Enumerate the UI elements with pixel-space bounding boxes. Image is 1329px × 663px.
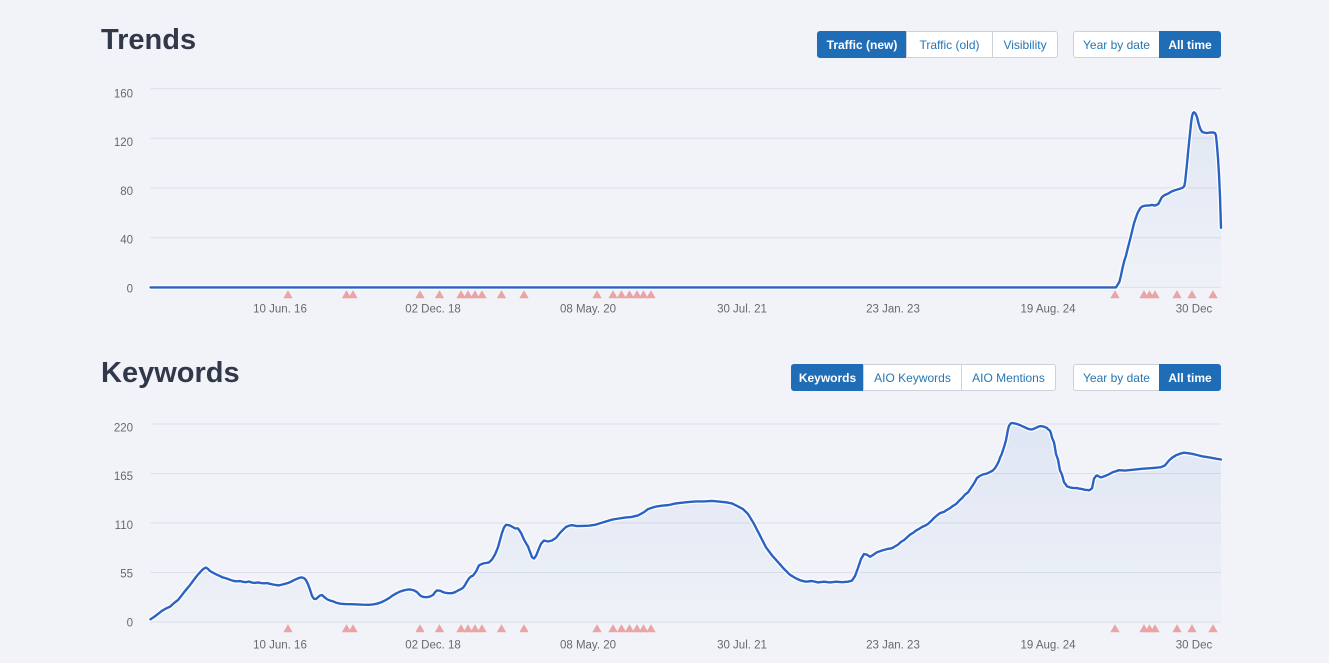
svg-text:02 Dec. 18: 02 Dec. 18 xyxy=(405,640,461,652)
svg-text:80: 80 xyxy=(120,186,133,198)
svg-text:08 May. 20: 08 May. 20 xyxy=(560,304,616,316)
svg-text:02 Dec. 18: 02 Dec. 18 xyxy=(405,304,461,316)
svg-text:165: 165 xyxy=(114,471,133,483)
svg-text:30 Dec: 30 Dec xyxy=(1176,640,1213,652)
svg-text:30 Jul. 21: 30 Jul. 21 xyxy=(717,640,767,652)
svg-text:40: 40 xyxy=(120,235,133,247)
svg-text:19 Aug. 24: 19 Aug. 24 xyxy=(1021,304,1077,316)
svg-text:0: 0 xyxy=(127,617,133,629)
svg-text:160: 160 xyxy=(114,89,133,101)
svg-text:19 Aug. 24: 19 Aug. 24 xyxy=(1021,640,1077,652)
svg-text:120: 120 xyxy=(114,137,133,149)
svg-text:10 Jun. 16: 10 Jun. 16 xyxy=(253,640,307,652)
svg-text:23 Jan. 23: 23 Jan. 23 xyxy=(866,640,920,652)
svg-text:08 May. 20: 08 May. 20 xyxy=(560,640,616,652)
svg-text:55: 55 xyxy=(120,569,133,581)
svg-text:10 Jun. 16: 10 Jun. 16 xyxy=(253,304,307,316)
svg-text:23 Jan. 23: 23 Jan. 23 xyxy=(866,304,920,316)
svg-text:0: 0 xyxy=(127,283,133,295)
svg-text:30 Jul. 21: 30 Jul. 21 xyxy=(717,304,767,316)
svg-text:220: 220 xyxy=(114,423,133,435)
svg-text:110: 110 xyxy=(115,520,133,532)
svg-text:30 Dec: 30 Dec xyxy=(1176,304,1213,316)
